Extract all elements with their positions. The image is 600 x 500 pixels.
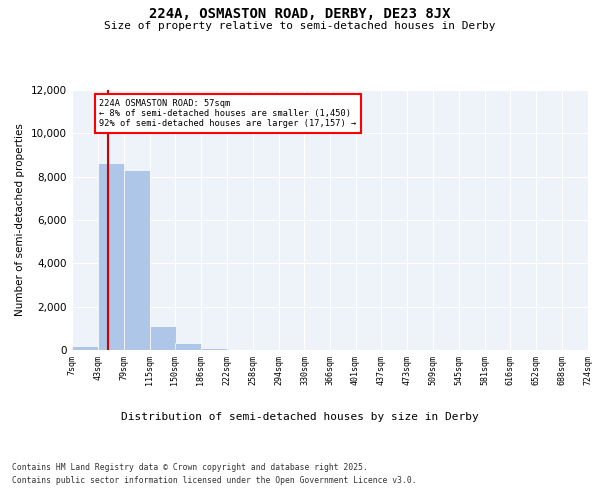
Text: Distribution of semi-detached houses by size in Derby: Distribution of semi-detached houses by … [121,412,479,422]
Bar [150,326,176,350]
Text: 224A, OSMASTON ROAD, DERBY, DE23 8JX: 224A, OSMASTON ROAD, DERBY, DE23 8JX [149,8,451,22]
Text: Size of property relative to semi-detached houses in Derby: Size of property relative to semi-detach… [104,21,496,31]
Text: Contains HM Land Registry data © Crown copyright and database right 2025.: Contains HM Land Registry data © Crown c… [12,462,368,471]
Bar [124,170,150,350]
Bar [175,343,201,350]
Y-axis label: Number of semi-detached properties: Number of semi-detached properties [16,124,25,316]
Bar [201,348,227,350]
Text: 224A OSMASTON ROAD: 57sqm
← 8% of semi-detached houses are smaller (1,450)
92% o: 224A OSMASTON ROAD: 57sqm ← 8% of semi-d… [100,98,356,128]
Bar [72,346,98,350]
Text: Contains public sector information licensed under the Open Government Licence v3: Contains public sector information licen… [12,476,416,485]
Bar [98,162,124,350]
